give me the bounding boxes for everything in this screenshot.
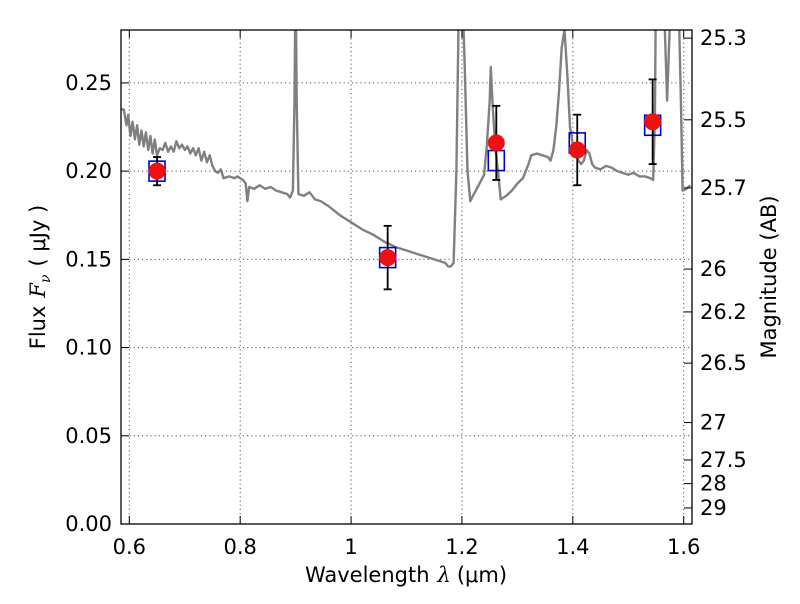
ticks: 0.6 0.8 1 1.2 1.4 1.6 0.00 0.05 0.10 0.15 0.20 0.25… — [65, 26, 747, 559]
observed-point — [644, 113, 662, 131]
observed-point — [379, 249, 397, 267]
y-tick-label: 0.15 — [65, 247, 112, 271]
y2-tick-label: 27 — [700, 411, 727, 435]
grid — [121, 30, 692, 524]
y-axis-label: FluxFν( μJy ) — [26, 205, 54, 349]
observed-point — [148, 162, 166, 180]
y2-tick-label: 26.5 — [700, 351, 747, 375]
x-tick-label: 1.2 — [445, 535, 478, 559]
x-tick-label: 1.4 — [556, 535, 589, 559]
x-tick-label: 1.6 — [667, 535, 700, 559]
x-axis-label: Wavelength λ (μm) — [305, 563, 507, 587]
observed-point — [568, 141, 586, 159]
y-tick-label: 0.05 — [65, 424, 112, 448]
plot-frame — [120, 29, 693, 525]
y2-axis-label: Magnitude (AB) — [757, 195, 781, 358]
y-tick-label: 0.20 — [65, 159, 112, 183]
y-tick-label: 0.25 — [65, 71, 112, 95]
y2-tick-label: 28 — [700, 472, 727, 496]
y-tick-label: 0.10 — [65, 336, 112, 360]
model-sed-line — [121, 30, 692, 268]
y2-tick-label: 26.2 — [700, 300, 747, 324]
y2-tick-label: 26 — [700, 257, 727, 281]
y2-tick-label: 27.5 — [700, 448, 747, 472]
plot-series — [121, 30, 692, 291]
y2-tick-label: 25.7 — [700, 176, 747, 200]
x-tick-label: 0.6 — [113, 535, 146, 559]
y-tick-label: 0.00 — [65, 512, 112, 536]
x-tick-label: 0.8 — [223, 535, 256, 559]
observed-point — [487, 134, 505, 152]
y2-tick-label: 29 — [700, 496, 727, 520]
x-tick-label: 1 — [344, 535, 357, 559]
y2-tick-label: 25.3 — [700, 26, 747, 50]
y2-tick-label: 25.5 — [700, 108, 747, 132]
